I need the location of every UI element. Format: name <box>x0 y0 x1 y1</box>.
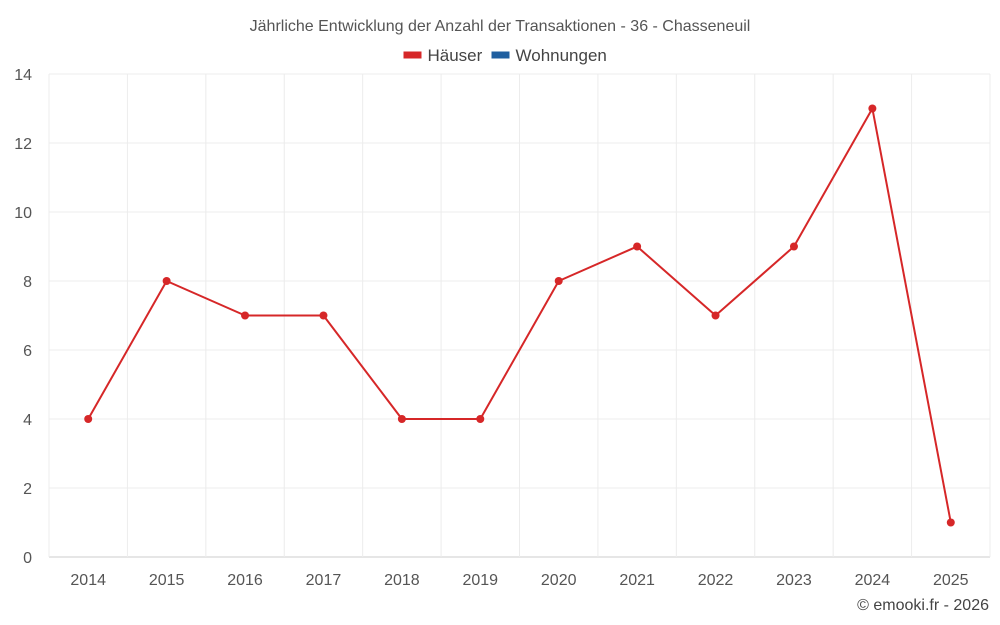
data-point <box>162 277 171 285</box>
x-tick-label: 2020 <box>541 572 577 589</box>
x-tick-label: 2016 <box>227 572 263 589</box>
x-tick-label: 2022 <box>698 572 734 589</box>
y-tick-label: 14 <box>14 67 32 84</box>
x-tick-label: 2014 <box>70 572 106 589</box>
data-point <box>319 311 328 320</box>
y-tick-label: 12 <box>14 136 32 153</box>
x-axis: 2014 2015 2016 2017 2018 2019 2020 2021 2022 2023… <box>70 572 968 589</box>
series-line <box>87 107 952 523</box>
data-point <box>241 311 250 320</box>
y-tick-label: 6 <box>23 343 32 360</box>
legend: Häuser Wohnungen <box>403 46 607 65</box>
data-point <box>84 415 93 423</box>
x-tick-label: 2023 <box>776 572 812 589</box>
y-axis: 0 2 4 6 8 10 12 14 <box>14 67 32 567</box>
x-tick-label: 2015 <box>149 572 185 589</box>
credit-text: © emooki.fr - 2026 <box>857 597 989 614</box>
x-tick-label: 2017 <box>306 572 342 589</box>
data-point <box>554 277 563 285</box>
data-point <box>711 311 720 320</box>
x-tick-label: 2019 <box>462 572 498 589</box>
data-point <box>476 415 485 423</box>
data-point <box>633 242 642 251</box>
x-tick-label: 2024 <box>855 572 891 589</box>
legend-swatch <box>403 51 422 59</box>
legend-label: Wohnungen <box>516 46 607 65</box>
y-tick-label: 8 <box>23 274 32 291</box>
y-tick-label: 10 <box>14 205 32 222</box>
legend-label: Häuser <box>428 46 483 65</box>
chart-title: Jährliche Entwicklung der Anzahl der Tra… <box>250 18 751 35</box>
y-tick-label: 2 <box>23 481 32 498</box>
y-tick-label: 4 <box>23 412 32 429</box>
x-tick-label: 2025 <box>933 572 969 589</box>
y-tick-label: 0 <box>23 550 32 567</box>
data-point <box>946 518 955 527</box>
x-tick-label: 2021 <box>619 572 655 589</box>
data-point <box>397 415 406 423</box>
series-layer <box>84 104 955 527</box>
data-point <box>789 242 798 251</box>
grid <box>48 73 991 558</box>
data-point <box>868 104 877 113</box>
x-tick-label: 2018 <box>384 572 420 589</box>
legend-swatch <box>491 51 510 59</box>
